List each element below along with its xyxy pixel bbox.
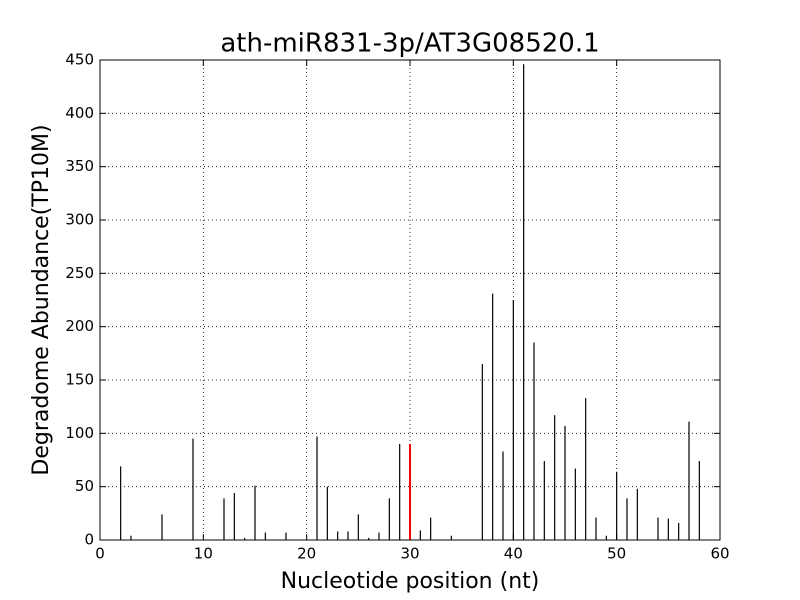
x-tick-label: 30 xyxy=(400,545,419,563)
x-tick-label: 10 xyxy=(194,545,213,563)
x-axis-label: Nucleotide position (nt) xyxy=(281,569,540,594)
y-tick-label: 150 xyxy=(65,371,94,389)
plot-frame xyxy=(99,59,721,541)
x-tick-label: 0 xyxy=(95,545,105,563)
y-tick-label: 250 xyxy=(65,264,94,282)
y-tick-label: 200 xyxy=(65,317,94,335)
y-tick-label: 350 xyxy=(65,157,94,175)
x-tick-label: 20 xyxy=(297,545,316,563)
x-tick-label: 60 xyxy=(710,545,729,563)
x-tick-label: 50 xyxy=(607,545,626,563)
y-tick-label: 0 xyxy=(84,531,94,549)
y-tick-label: 300 xyxy=(65,211,94,229)
y-tick-label: 400 xyxy=(65,104,94,122)
y-tick-label: 50 xyxy=(75,477,94,495)
x-tick-label: 40 xyxy=(504,545,523,563)
y-axis-label: Degradome Abundance(TP10M) xyxy=(29,124,54,475)
y-tick-label: 100 xyxy=(65,424,94,442)
y-tick-label: 450 xyxy=(65,51,94,69)
chart-title: ath-miR831-3p/AT3G08520.1 xyxy=(220,29,599,59)
